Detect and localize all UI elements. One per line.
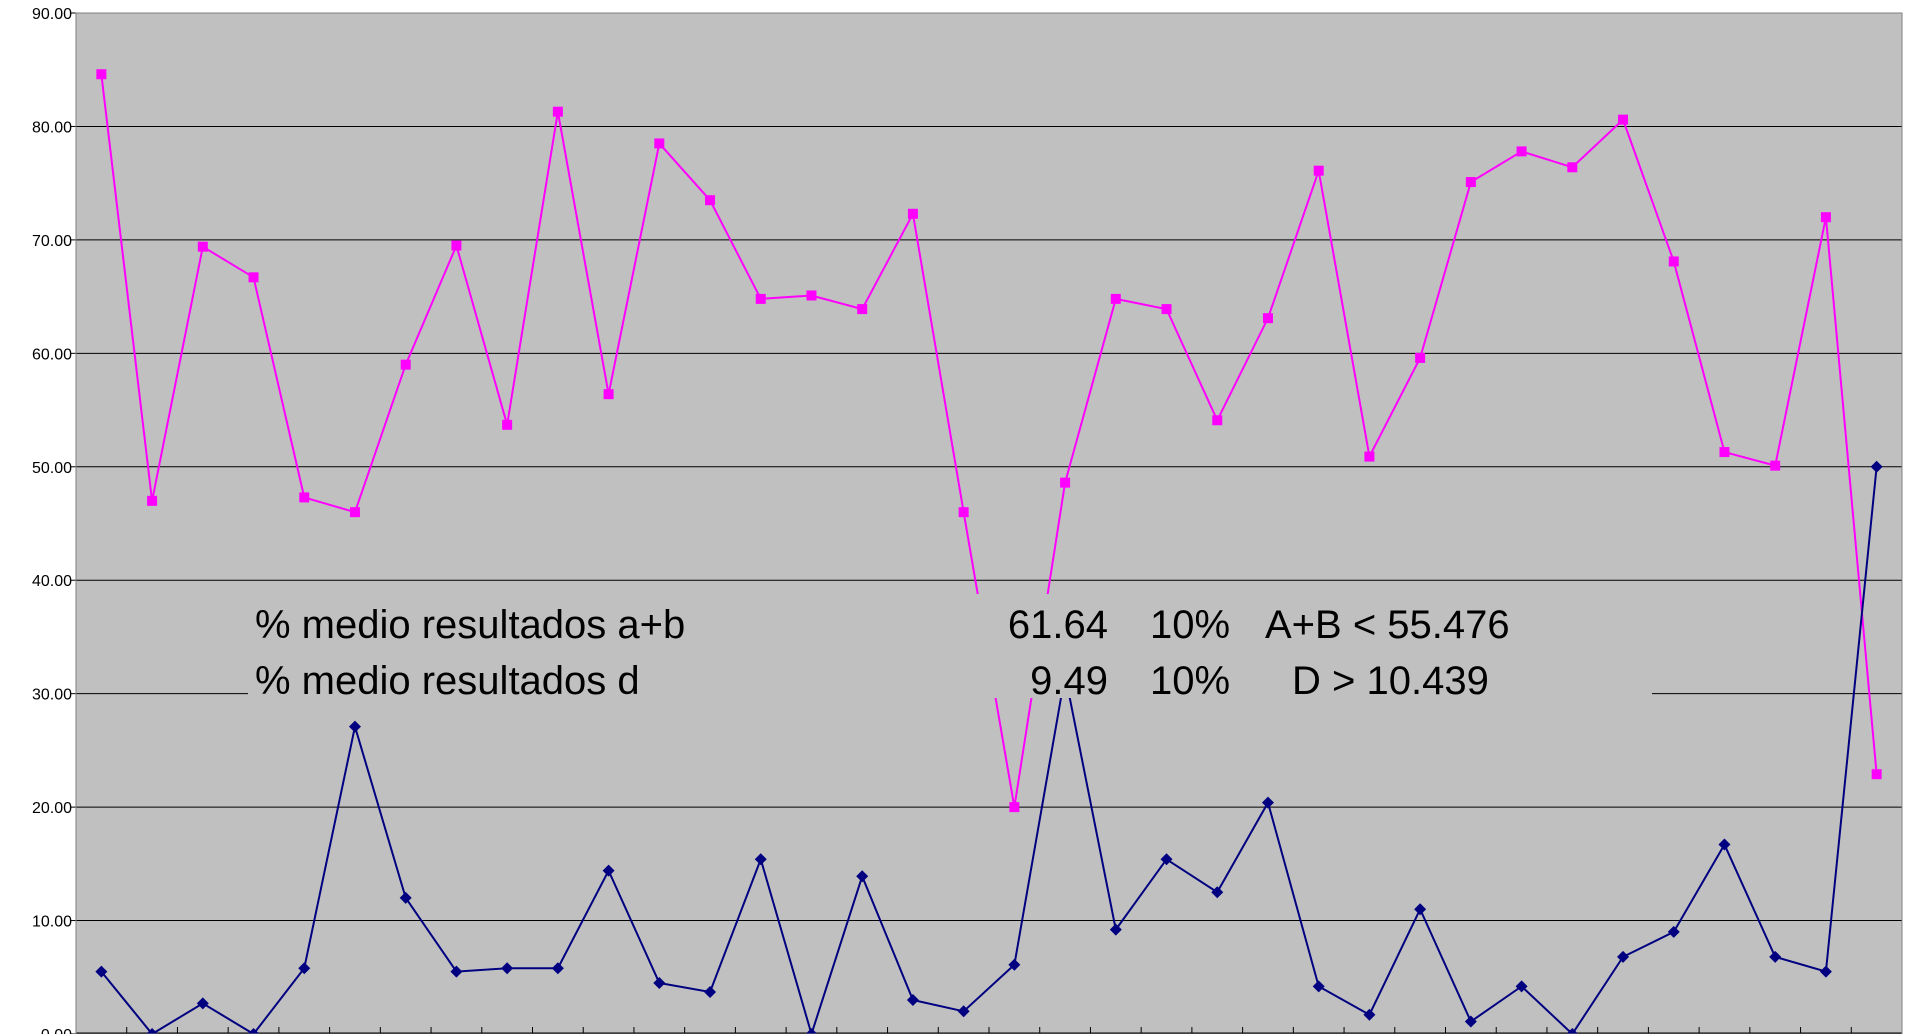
series-2-point bbox=[1566, 1028, 1579, 1034]
series-1-point bbox=[654, 138, 665, 149]
series-1-point bbox=[857, 304, 868, 315]
y-tick-label: 40.00 bbox=[32, 573, 72, 590]
series-2-point bbox=[704, 986, 717, 999]
series-1-point bbox=[1313, 165, 1324, 176]
series-2-point bbox=[551, 962, 564, 975]
series-2-point bbox=[1312, 980, 1325, 993]
series-2-point bbox=[1769, 950, 1782, 963]
series-2-point bbox=[501, 962, 514, 975]
series-1-point bbox=[502, 419, 513, 430]
series-1-point bbox=[1719, 447, 1730, 458]
series-1-point bbox=[755, 293, 766, 304]
series-2-point bbox=[856, 870, 869, 883]
series-2-point bbox=[1008, 958, 1021, 971]
y-tick-label: 30.00 bbox=[32, 687, 72, 704]
series-2-point bbox=[196, 997, 209, 1010]
y-tick-label: 50.00 bbox=[32, 460, 72, 477]
series-2-point bbox=[1464, 1015, 1477, 1028]
series-2-point bbox=[348, 720, 361, 733]
series-2-point bbox=[1160, 853, 1173, 866]
series-2-point bbox=[1109, 923, 1122, 936]
series-2-point bbox=[1211, 886, 1224, 899]
y-tick-label: 0.00 bbox=[41, 1027, 72, 1034]
y-axis-ticks: 0.00 10.00 20.00 30.00 40.00 50.00 60.00 70.00 8… bbox=[32, 6, 76, 1034]
series-1-point bbox=[1110, 293, 1121, 304]
series-1-point bbox=[1161, 304, 1172, 315]
series-1-point bbox=[1871, 769, 1882, 780]
annotation-pct-d: 10% bbox=[1150, 659, 1230, 703]
annotation-value-ab: 61.64 bbox=[1008, 603, 1108, 647]
series-1-point bbox=[1465, 177, 1476, 188]
plot-area bbox=[76, 13, 1902, 1034]
annotation-rule-d: D > 10.439 bbox=[1292, 659, 1489, 703]
series-1-point bbox=[958, 507, 969, 518]
series-2-point bbox=[1261, 796, 1274, 809]
y-tick-label: 10.00 bbox=[32, 914, 72, 931]
series-1-point bbox=[1567, 162, 1578, 173]
series-2-point bbox=[1414, 903, 1427, 916]
series-2-point bbox=[602, 864, 615, 877]
series-2-point bbox=[906, 993, 919, 1006]
annotation-label-ab: % medio resultados a+b bbox=[255, 603, 685, 647]
series-2-point bbox=[1617, 950, 1630, 963]
x-axis-ticks bbox=[75, 1027, 1903, 1034]
series-1-point bbox=[349, 507, 360, 518]
series-1-point bbox=[1060, 477, 1071, 488]
series-1-point bbox=[96, 69, 107, 80]
series-2-point bbox=[1718, 838, 1731, 851]
series-2-point bbox=[957, 1005, 970, 1018]
series-1-point bbox=[1364, 451, 1375, 462]
series-2-point bbox=[1363, 1008, 1376, 1021]
series-line-2 bbox=[100, 466, 1878, 1034]
series-1-point bbox=[451, 240, 462, 251]
series-2-point bbox=[399, 891, 412, 904]
series-1-point bbox=[705, 195, 716, 206]
series-1-point bbox=[603, 389, 614, 400]
series-2-point bbox=[805, 1028, 818, 1034]
series-1-point bbox=[552, 106, 563, 117]
series-1-point bbox=[1618, 114, 1629, 125]
series-2-point bbox=[450, 965, 463, 978]
annotation-background bbox=[248, 594, 1652, 698]
series-2-point bbox=[1819, 965, 1832, 978]
series-1-point bbox=[299, 492, 310, 503]
series-1-point bbox=[1009, 802, 1020, 813]
series-1-point bbox=[248, 272, 259, 283]
annotation-rule-ab: A+B < 55.476 bbox=[1265, 603, 1510, 647]
annotation-box: % medio resultados a+b 61.64 10% A+B < 5… bbox=[248, 594, 1652, 703]
series-1-point bbox=[197, 241, 208, 252]
y-tick-label: 60.00 bbox=[32, 346, 72, 363]
y-tick-label: 90.00 bbox=[32, 6, 72, 23]
series-1-point bbox=[1820, 212, 1831, 223]
series-2-point bbox=[95, 965, 108, 978]
series-2-point bbox=[754, 853, 767, 866]
series-1-point bbox=[147, 495, 158, 506]
annotation-pct-ab: 10% bbox=[1150, 603, 1230, 647]
series-2-point bbox=[1515, 980, 1528, 993]
series-1-point bbox=[1415, 352, 1426, 363]
series-2-point bbox=[1870, 460, 1883, 473]
series-2-point bbox=[298, 962, 311, 975]
y-tick-label: 80.00 bbox=[32, 119, 72, 136]
plot-border bbox=[75, 12, 1903, 1034]
series-1-point bbox=[1770, 460, 1781, 471]
series-1-point bbox=[400, 359, 411, 370]
series-1-point bbox=[907, 208, 918, 219]
series-1-point bbox=[1516, 146, 1527, 157]
series-1-point bbox=[1212, 415, 1223, 426]
y-tick-label: 70.00 bbox=[32, 233, 72, 250]
annotation-label-d: % medio resultados d bbox=[255, 659, 640, 703]
series-1-point bbox=[806, 290, 817, 301]
series-2-point bbox=[146, 1028, 159, 1034]
series-2-point bbox=[1667, 925, 1680, 938]
annotation-value-d: 9.49 bbox=[1030, 659, 1108, 703]
series-1-point bbox=[1668, 256, 1679, 267]
series-2-point bbox=[247, 1028, 260, 1034]
series-2-point bbox=[653, 976, 666, 989]
y-tick-label: 20.00 bbox=[32, 800, 72, 817]
series-1-point bbox=[1262, 313, 1273, 324]
